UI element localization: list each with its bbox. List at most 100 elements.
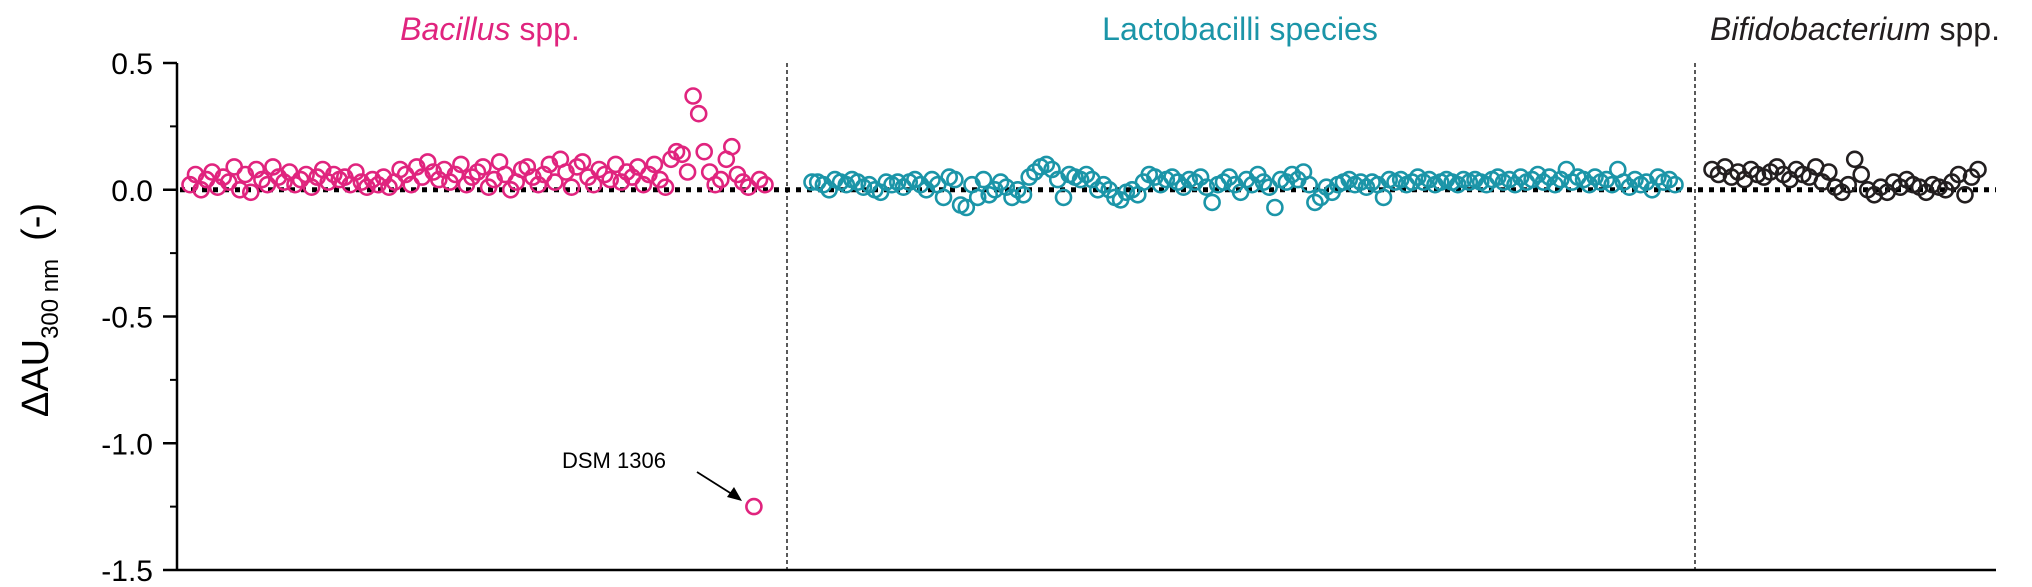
data-point-lactobacilli [1391,170,1410,189]
data-point-bacillus [485,170,503,189]
data-point-bacillus [231,181,249,199]
data-point-bacillus [557,163,575,181]
data-point-lactobacilli [1037,155,1056,174]
data-point-lactobacilli [1603,175,1621,194]
annotation-label: DSM 1306 [562,448,666,473]
data-point-bacillus [584,175,603,194]
data-point-bacillus [242,183,260,202]
data-point-bacillus [302,178,321,196]
data-point-lactobacilli [1169,173,1187,191]
data-point-bacillus [253,170,271,189]
data-point-lactobacilli [946,170,964,189]
data-point-bifidobacterium [1820,163,1838,181]
y-axis-label-unit: (-) [15,203,57,241]
data-point-lactobacilli [1666,175,1684,194]
data-point-lactobacilli [1340,170,1358,189]
data-point-lactobacilli [1351,173,1370,191]
y-axis-label-sub: 300 nm [37,259,64,339]
y-axis-label-main: ΔAU [15,339,57,417]
annotation-arrow-line [696,471,736,497]
data-point-bacillus [745,497,763,516]
annotation-arrowhead [727,487,742,501]
data-point-bacillus [601,170,620,189]
y-ticks: 0.5 0.0 -0.5 -1.0 -1.5 [101,48,177,587]
data-point-bacillus [634,175,653,194]
data-point-bifidobacterium [1956,186,1974,204]
data-point-bacillus [269,168,288,186]
data-point-lactobacilli [974,170,993,189]
data-point-bacillus [374,168,393,186]
data-point-bifidobacterium [1852,165,1870,184]
svg-text:ΔAU300 nm(-): ΔAU300 nm (-) [15,203,64,417]
data-point-bacillus [684,87,702,105]
data-point-lactobacilli [906,170,924,189]
data-points [181,87,1987,516]
data-point-bacillus [590,160,608,179]
data-point-bacillus [645,155,664,174]
data-point-bacillus [418,153,437,171]
data-point-bacillus [756,175,774,194]
data-point-lactobacilli [1077,165,1096,184]
data-point-lactobacilli [957,198,976,217]
data-point-bacillus [363,170,382,189]
y-axis: 0.5 0.0 -0.5 -1.0 -1.5 [101,48,1996,587]
data-point-bacillus [562,178,581,196]
data-point-lactobacilli [1626,170,1644,189]
data-point-lactobacilli [1089,181,1107,199]
data-point-bacillus [247,160,266,179]
data-point-bacillus [612,173,631,191]
group-title-bacillus: Bacillus spp. [400,11,580,47]
data-point-bacillus [192,181,210,199]
data-point-lactobacilli [1546,175,1564,194]
group-title-bifidobacterium: Bifidobacterium spp. [1710,11,2000,47]
data-point-lactobacilli [1574,170,1593,189]
data-point-bacillus [474,158,492,176]
data-point-bacillus [546,173,564,191]
data-point-bacillus [722,137,741,156]
data-point-lactobacilli [1500,170,1519,189]
data-point-bacillus [678,163,697,181]
data-point-lactobacilli [1020,168,1038,186]
data-point-lactobacilli [803,173,821,191]
data-point-bacillus [529,175,548,194]
data-point-bacillus [347,163,365,181]
data-point-lactobacilli [1283,165,1301,184]
y-tick-label: -1.5 [101,555,153,587]
data-point-lactobacilli [1300,175,1318,194]
data-point-lactobacilli [1014,186,1033,204]
data-point-lactobacilli [1203,193,1221,212]
y-tick-label: -0.5 [101,302,153,335]
data-point-bacillus [275,173,293,191]
data-point-bacillus [391,160,409,179]
data-point-bacillus [695,142,714,161]
data-point-bacillus [518,158,537,176]
data-point-bacillus [573,153,592,171]
data-point-bacillus [380,178,398,196]
data-point-bacillus [711,170,730,189]
data-point-bacillus [750,170,769,189]
data-point-bacillus [673,145,691,164]
data-point-bacillus [214,168,232,186]
data-point-bacillus [468,163,487,181]
data-point-lactobacilli [848,173,867,191]
data-point-bacillus [706,175,725,194]
y-tick-label: -1.0 [101,428,153,461]
data-point-lactobacilli [1317,178,1336,196]
data-point-bacillus [452,155,470,174]
data-point-lactobacilli [1054,188,1073,207]
data-point-lactobacilli [934,188,953,207]
y-tick-label: 0.5 [111,48,153,81]
data-point-bacillus [595,165,614,184]
data-point-lactobacilli [888,173,907,191]
data-point-lactobacilli [1197,178,1216,196]
group-title-lactobacilli: Lactobacilli species [1102,11,1378,47]
data-point-bacillus [324,165,343,184]
data-point-lactobacilli [1449,175,1467,194]
annotation-dsm1306: DSM 1306 [562,448,742,501]
data-point-bacillus [429,170,448,189]
data-point-bifidobacterium [1949,165,1968,184]
data-point-lactobacilli [968,188,987,207]
data-point-bifidobacterium [1969,160,1987,179]
data-point-bacillus [352,173,371,191]
